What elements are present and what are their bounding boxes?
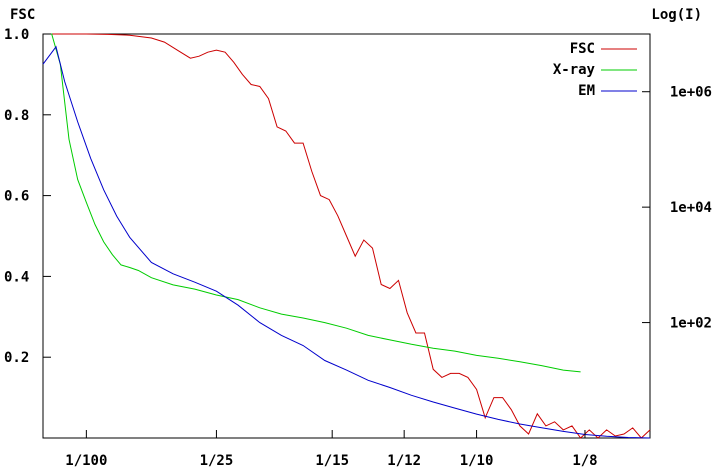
series-line-x-ray bbox=[43, 33, 581, 373]
x-tick-label: 1/10 bbox=[460, 453, 494, 469]
x-tick-label: 1/100 bbox=[65, 453, 107, 469]
left-y-tick-label: 0.6 bbox=[4, 189, 29, 205]
legend-label: EM bbox=[578, 83, 595, 99]
left-y-tick-label: 1.0 bbox=[4, 27, 29, 43]
left-y-tick-label: 0.2 bbox=[4, 350, 29, 366]
right-y-tick-label: 1e+04 bbox=[670, 200, 712, 216]
right-y-tick-label: 1e+02 bbox=[670, 316, 712, 332]
left-y-tick-label: 0.4 bbox=[4, 269, 29, 285]
x-tick-label: 1/8 bbox=[572, 453, 597, 469]
series-line-em bbox=[42, 45, 651, 439]
series-line-fsc bbox=[43, 33, 651, 439]
legend-label: X-ray bbox=[553, 62, 596, 78]
right-axis-label: Log(I) bbox=[651, 7, 702, 23]
legend-label: FSC bbox=[570, 41, 595, 57]
left-y-tick-label: 0.8 bbox=[4, 108, 29, 124]
plot-frame bbox=[42, 33, 651, 439]
legend: FSC X-ray EM bbox=[553, 41, 637, 99]
left-axis-label: FSC bbox=[10, 7, 35, 23]
x-tick-label: 1/25 bbox=[200, 453, 234, 469]
x-tick-label: 1/15 bbox=[315, 453, 349, 469]
axis-ticks: 0.2 0.4 0.6 0.8 1.0 1e+02 1e+04 1e+06 1/100 1/25 1… bbox=[4, 27, 712, 469]
series-lines bbox=[42, 33, 651, 439]
right-y-tick-label: 1e+06 bbox=[670, 85, 712, 101]
x-tick-label: 1/12 bbox=[387, 453, 421, 469]
